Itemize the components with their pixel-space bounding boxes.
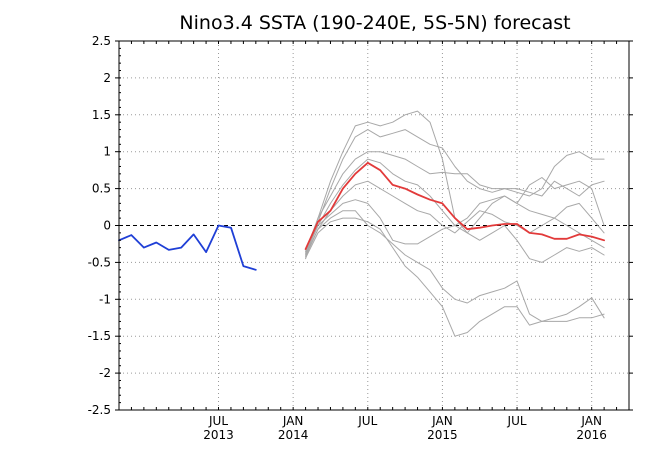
x-year-label: 2015 (427, 428, 458, 442)
ensemble-member-line (305, 110, 605, 260)
x-tick-label: JAN (580, 414, 602, 428)
ensemble-mean (304, 161, 605, 250)
x-tick-label: JUL (208, 414, 228, 428)
x-year-label: 2014 (278, 428, 309, 442)
observed-series (118, 224, 257, 271)
observed-line (118, 224, 257, 271)
y-tick-label: -2 (99, 366, 111, 380)
x-tick-label: JUL (357, 414, 377, 428)
x-tick-label: JAN (282, 414, 304, 428)
ensemble-member-line (305, 180, 605, 257)
ensemble-member-line (305, 129, 605, 256)
y-tick-label: 0 (103, 219, 111, 233)
x-tick-label: JAN (431, 414, 453, 428)
y-tick-label: 1 (103, 145, 111, 159)
ensemble-member-line (305, 210, 605, 322)
ensemble-member-line (305, 217, 605, 337)
y-tick-label: -2.5 (88, 403, 111, 417)
y-tick-label: -1 (99, 292, 111, 306)
y-tick-label: 0.5 (92, 182, 111, 196)
x-year-label: 2016 (576, 428, 607, 442)
x-year-label: 2013 (203, 428, 234, 442)
ensemble-mean-line (304, 161, 605, 250)
y-tick-label: 2 (103, 71, 111, 85)
y-tick-label: 2.5 (92, 34, 111, 48)
y-tick-label: -1.5 (88, 329, 111, 343)
x-tick-label: JUL (507, 414, 527, 428)
y-tick-label: 1.5 (92, 108, 111, 122)
chart-title: Nino3.4 SSTA (190-240E, 5S-5N) forecast (179, 12, 570, 34)
y-axis: -2.5 -2 -1.5 -1 -0.5 0 0.5 1 1.5 2 2.5 (88, 34, 633, 417)
y-tick-label: -0.5 (88, 255, 111, 269)
ensemble-members (305, 110, 605, 337)
ensemble-member-line (305, 199, 605, 263)
ensemble-member-line (305, 151, 605, 252)
